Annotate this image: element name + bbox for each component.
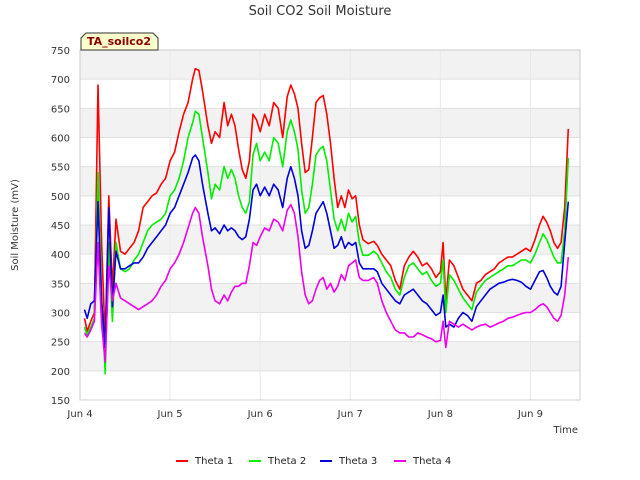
- x-tick-label: Jun 9: [517, 409, 543, 420]
- grid-band: [80, 341, 580, 371]
- series-line-theta-2: [83, 110, 570, 375]
- legend-label-theta-1: Theta 1: [194, 456, 233, 467]
- x-axis-title: Time: [553, 425, 578, 436]
- y-tick-label: 150: [51, 396, 70, 407]
- legend-label-theta-3: Theta 3: [338, 456, 377, 467]
- y-tick-label: 600: [51, 134, 70, 145]
- x-tick-label: Jun 7: [337, 409, 363, 420]
- series-lines: [83, 67, 570, 375]
- y-tick-label: 400: [51, 250, 70, 261]
- site-label: TA_soilco2: [87, 35, 151, 48]
- grid-band: [80, 283, 580, 313]
- series-line-theta-1: [83, 67, 570, 343]
- y-tick-label: 200: [51, 367, 70, 378]
- y-tick-label: 300: [51, 309, 70, 320]
- chart-title: Soil CO2 Soil Moisture: [249, 4, 392, 19]
- series-line-theta-4: [83, 203, 570, 363]
- x-tick-label: Jun 5: [157, 409, 183, 420]
- grid-band: [80, 108, 580, 138]
- y-tick-label: 500: [51, 192, 70, 203]
- plot-area-frame: [79, 49, 581, 401]
- legend-label-theta-2: Theta 2: [267, 456, 306, 467]
- y-tick-label: 350: [51, 279, 70, 290]
- x-tick-label: Jun 8: [427, 409, 453, 420]
- y-tick-label: 450: [51, 221, 70, 232]
- y-axis-ticks: 150 200 250 300 350 400 450 500 550 600 650 700 750: [51, 46, 70, 407]
- y-tick-label: 250: [51, 338, 70, 349]
- y-axis-title: Soil Moisture (mV): [10, 179, 21, 271]
- x-axis-ticks: Jun 4 Jun 5 Jun 6 Jun 7 Jun 8 Jun 9: [66, 409, 543, 420]
- grid-band: [80, 50, 580, 80]
- y-tick-label: 650: [51, 104, 70, 115]
- x-tick-label: Jun 4: [66, 409, 92, 420]
- legend-label-theta-4: Theta 4: [412, 456, 451, 467]
- series-line-theta-3: [83, 154, 570, 349]
- y-tick-label: 700: [51, 75, 70, 86]
- grid-bands: [80, 50, 580, 371]
- y-tick-label: 750: [51, 46, 70, 57]
- y-tick-label: 550: [51, 163, 70, 174]
- x-tick-label: Jun 6: [247, 409, 273, 420]
- site-label-box: TA_soilco2: [80, 32, 159, 51]
- legend: Theta 1 Theta 2 Theta 3 Theta 4: [176, 456, 451, 467]
